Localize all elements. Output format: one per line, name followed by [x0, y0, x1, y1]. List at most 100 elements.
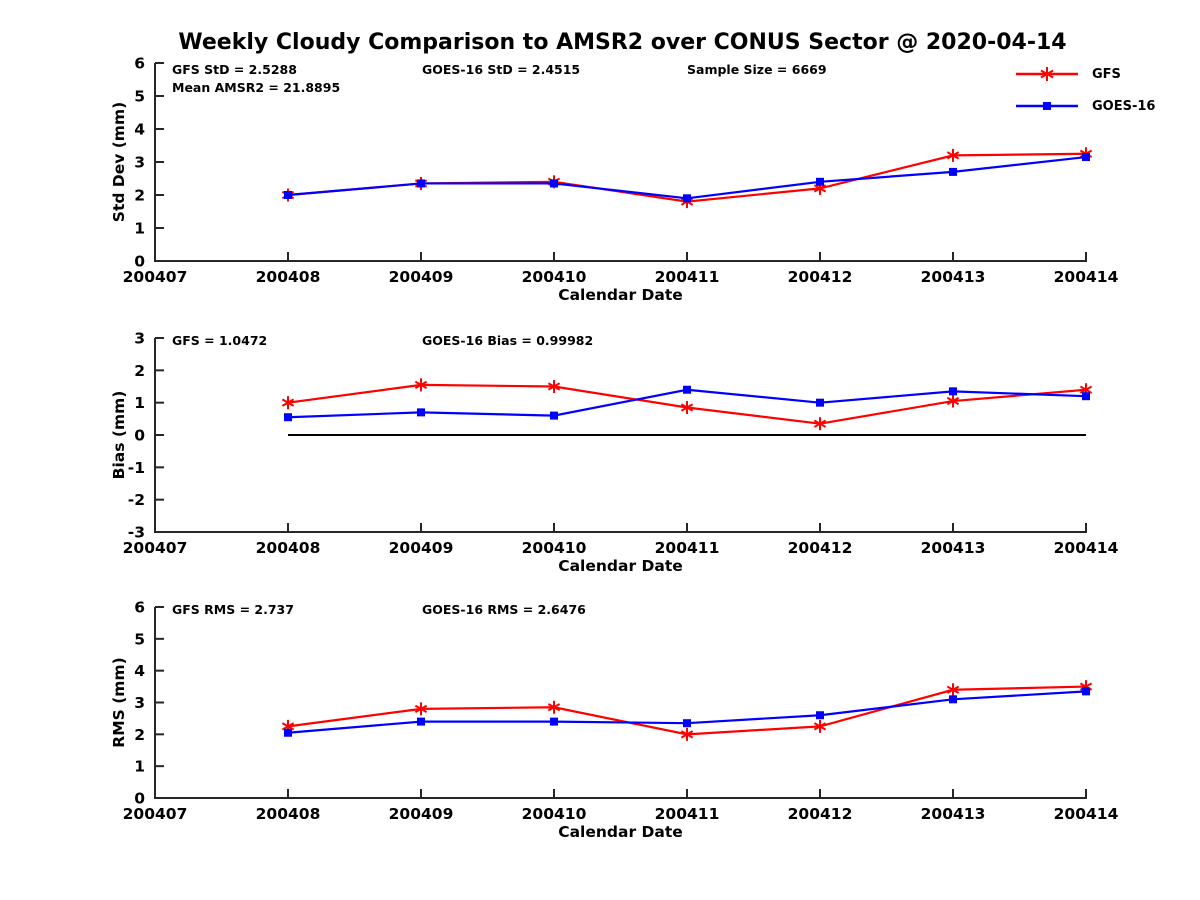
marker-goes-16: [683, 385, 691, 394]
x-tick-label: 200409: [389, 539, 454, 557]
y-tick-label: 4: [134, 662, 145, 680]
marker-goes-16: [683, 194, 691, 203]
marker-gfs: [414, 704, 428, 713]
y-tick-label: 1: [134, 220, 145, 238]
marker-gfs: [414, 380, 428, 389]
marker-gfs: [680, 730, 694, 739]
legend-label-gfs: GFS: [1092, 66, 1121, 82]
y-tick-label: 2: [134, 362, 145, 380]
x-tick-label: 200413: [921, 539, 986, 557]
marker-goes-16: [550, 411, 558, 420]
goes16-line-square-icon: [1016, 102, 1078, 110]
annotation: GOES-16 Bias = 0.99982: [422, 333, 593, 348]
marker-goes-16: [284, 413, 292, 422]
chart-bias: -3 -2 -1 0 1 2 3 200407 200408 200409 200410 200411…: [0, 310, 1200, 580]
marker-goes-16: [816, 711, 824, 720]
y-tick-label: 2: [134, 187, 145, 205]
y-axis-title: RMS (mm): [110, 657, 128, 747]
y-tick-label: 5: [134, 630, 145, 648]
annotation: Mean AMSR2 = 21.8895: [172, 80, 340, 95]
x-tick-label: 200408: [256, 268, 321, 286]
marker-gfs: [946, 151, 960, 160]
x-axis-title: Calendar Date: [558, 557, 683, 575]
x-tick-label: 200407: [123, 539, 188, 557]
marker-goes-16: [284, 191, 292, 199]
annotation: GOES-16 RMS = 2.6476: [422, 602, 586, 617]
gfs-line-asterisk-icon: [1016, 67, 1078, 81]
marker-goes-16: [1082, 392, 1090, 401]
marker-goes-16: [550, 179, 558, 188]
y-tick-label: -3: [128, 524, 145, 542]
chart-rms: 0 1 2 3 4 5 6 200407 200408 200409 200410 200411 200…: [0, 580, 1200, 900]
marker-gfs: [946, 685, 960, 694]
annotation: GFS = 1.0472: [172, 333, 267, 348]
y-tick-label: 5: [134, 88, 145, 106]
x-tick-label: 200410: [522, 805, 587, 823]
figure-title: Weekly Cloudy Comparison to AMSR2 over C…: [178, 30, 1067, 55]
marker-goes-16: [949, 387, 957, 396]
marker-gfs: [813, 722, 827, 731]
marker-goes-16: [417, 179, 425, 188]
y-tick-label: 1: [134, 758, 145, 776]
marker-goes-16: [816, 398, 824, 407]
legend-item-gfs: GFS: [1014, 62, 1155, 86]
marker-gfs: [680, 403, 694, 412]
marker-goes-16: [949, 695, 957, 704]
x-tick-label: 200408: [256, 539, 321, 557]
legend-label-goes16: GOES-16: [1092, 98, 1156, 114]
series-line-goes-16: [287, 155, 1087, 200]
y-tick-label: -2: [128, 491, 145, 509]
x-tick-label: 200413: [921, 805, 986, 823]
annotation: GFS RMS = 2.737: [172, 602, 294, 617]
x-tick-label: 200412: [788, 805, 853, 823]
annotation: GFS StD = 2.5288: [172, 62, 297, 77]
y-tick-label: 1: [134, 394, 145, 412]
marker-goes-16: [417, 717, 425, 726]
annotation: GOES-16 StD = 2.4515: [422, 62, 580, 77]
x-tick-label: 200408: [256, 805, 321, 823]
x-tick-label: 200412: [788, 539, 853, 557]
marker-gfs: [281, 722, 295, 731]
x-tick-label: 200410: [522, 268, 587, 286]
x-tick-label: 200409: [389, 268, 454, 286]
x-tick-label: 200413: [921, 268, 986, 286]
x-axis-title: Calendar Date: [558, 823, 683, 841]
marker-goes-16: [417, 408, 425, 417]
y-tick-label: 0: [134, 790, 145, 808]
y-tick-label: 3: [134, 330, 145, 348]
y-tick-label: 2: [134, 726, 145, 744]
x-tick-label: 200414: [1054, 539, 1119, 557]
marker-gfs: [547, 703, 561, 712]
marker-goes-16: [949, 167, 957, 176]
legend-item-goes16: GOES-16: [1014, 94, 1155, 118]
y-tick-label: 6: [134, 55, 145, 73]
y-tick-label: 4: [134, 121, 145, 139]
x-axis-title: Calendar Date: [558, 286, 683, 304]
marker-gfs: [1079, 385, 1093, 394]
x-tick-label: 200409: [389, 805, 454, 823]
marker-goes-16: [1082, 687, 1090, 696]
marker-goes-16: [816, 177, 824, 186]
x-tick-label: 200412: [788, 268, 853, 286]
x-tick-label: 200407: [123, 268, 188, 286]
legend-marker-asterisk: [1040, 69, 1054, 79]
marker-goes-16: [1082, 153, 1090, 162]
legend: GFS GOES-16: [1014, 62, 1155, 126]
x-tick-label: 200407: [123, 805, 188, 823]
legend-marker-square: [1043, 102, 1051, 110]
x-tick-label: 200414: [1054, 268, 1119, 286]
y-axis-title: Bias (mm): [110, 391, 128, 480]
y-axis-title: Std Dev (mm): [110, 102, 128, 222]
x-tick-label: 200414: [1054, 805, 1119, 823]
y-tick-label: 0: [134, 253, 145, 271]
chart-std-dev: 0 1 2 3 4 5 6 200407 200408 200409 200410 200411 200…: [0, 0, 1200, 310]
x-tick-label: 200411: [655, 805, 720, 823]
marker-gfs: [946, 396, 960, 406]
marker-gfs: [813, 184, 827, 193]
y-tick-label: 0: [134, 427, 145, 445]
marker-gfs: [547, 382, 561, 391]
y-tick-label: 3: [134, 694, 145, 712]
y-tick-label: 3: [134, 154, 145, 172]
marker-goes-16: [550, 717, 558, 726]
